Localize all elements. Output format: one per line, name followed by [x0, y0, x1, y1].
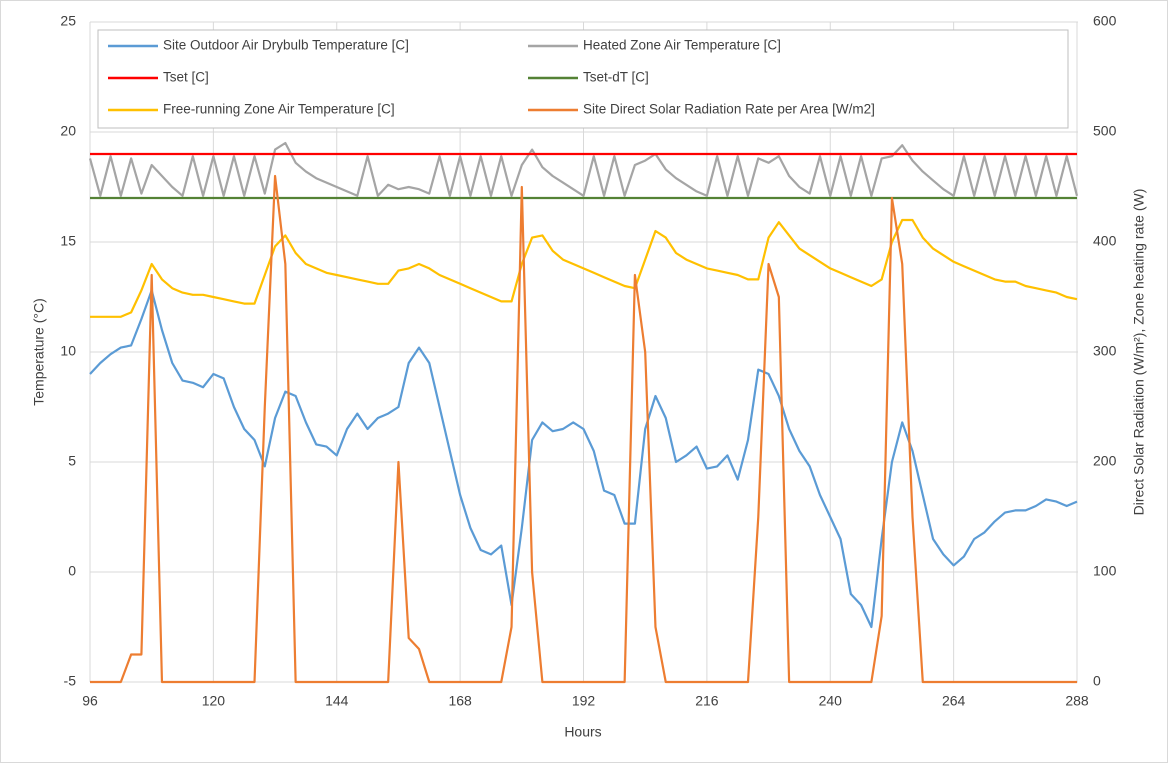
x-tick-label: 120	[202, 693, 226, 709]
series-line	[90, 174, 1077, 684]
y-tick-label: 15	[60, 233, 76, 249]
legend-label: Tset-dT [C]	[583, 70, 649, 85]
series-line	[89, 289, 1078, 629]
series-line	[90, 218, 1078, 318]
y-tick-label: -5	[64, 673, 77, 689]
x-tick-label: 240	[819, 693, 843, 709]
series-line	[88, 141, 1079, 197]
legend: Site Outdoor Air Drybulb Temperature [C]…	[97, 29, 1069, 129]
legend-box	[97, 29, 1069, 129]
x-tick-label: 288	[1065, 693, 1089, 709]
x-tick-label: 96	[82, 693, 98, 709]
y2-tick-label: 300	[1093, 343, 1117, 359]
legend-label: Heated Zone Air Temperature [C]	[583, 38, 781, 53]
y-tick-label: 0	[68, 563, 76, 579]
y-tick-label: 20	[60, 123, 76, 139]
y-tick-label: 25	[60, 13, 76, 29]
y2-tick-label: 100	[1093, 563, 1117, 579]
y-tick-label: 10	[60, 343, 76, 359]
axes: -5 0 5 10 15 20 25 0 100 200 300 400 500 600 96 120 144 1…	[60, 13, 1116, 709]
y-tick-label: 5	[68, 453, 76, 469]
x-tick-label: 216	[695, 693, 719, 709]
y2-tick-label: 200	[1093, 453, 1117, 469]
legend-label: Free-running Zone Air Temperature [C]	[163, 102, 395, 117]
x-tick-label: 192	[572, 693, 596, 709]
x-tick-label: 144	[325, 693, 349, 709]
x-tick-label: 168	[448, 693, 472, 709]
x-tick-label: 264	[942, 693, 966, 709]
y2-tick-label: 500	[1093, 123, 1117, 139]
y2-tick-label: 400	[1093, 233, 1117, 249]
x-axis-title: Hours	[564, 724, 601, 740]
legend-label: Tset [C]	[163, 70, 209, 85]
y2-tick-label: 0	[1093, 673, 1101, 689]
y2-tick-label: 600	[1093, 13, 1117, 29]
y2-axis-title: Direct Solar Radiation (W/m²), Zone heat…	[1131, 189, 1147, 516]
legend-label: Site Outdoor Air Drybulb Temperature [C]	[163, 38, 409, 53]
y-axis-title: Temperature (°C)	[31, 298, 47, 406]
legend-label: Site Direct Solar Radiation Rate per Are…	[583, 102, 875, 117]
plot-lines	[88, 141, 1079, 684]
